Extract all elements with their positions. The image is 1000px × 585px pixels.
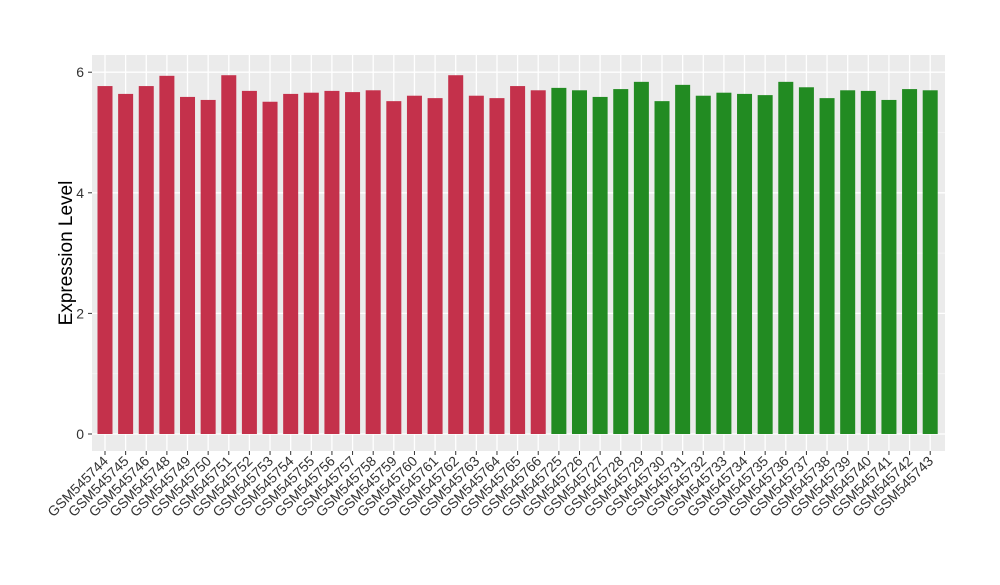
bar-GSM545736	[778, 81, 794, 435]
bar-GSM545739	[840, 90, 856, 434]
bar-GSM545752	[241, 90, 257, 434]
x-axis: GSM545744GSM545745GSM545746GSM545748GSM5…	[44, 451, 936, 520]
bar-GSM545740	[860, 90, 876, 434]
bar-GSM545750	[200, 99, 216, 435]
bar-GSM545757	[345, 92, 361, 434]
bar-GSM545758	[365, 90, 381, 434]
bar-GSM545732	[695, 95, 711, 434]
y-tick-label: 6	[76, 64, 84, 80]
bar-GSM545763	[468, 95, 484, 434]
bar-GSM545728	[613, 89, 629, 435]
bar-GSM545744	[97, 86, 113, 434]
bar-GSM545751	[221, 75, 237, 434]
bar-GSM545734	[737, 93, 753, 435]
bar-GSM545748	[159, 75, 175, 435]
y-tick-label: 4	[76, 185, 84, 201]
bar-GSM545755	[303, 92, 319, 435]
bar-GSM545749	[180, 96, 196, 434]
bar-GSM545743	[922, 90, 938, 434]
bar-GSM545729	[633, 81, 649, 435]
bar-GSM545746	[138, 86, 154, 434]
bar-GSM545731	[675, 84, 691, 434]
bar-GSM545764	[489, 98, 505, 434]
bar-GSM545756	[324, 90, 340, 434]
bar-GSM545745	[118, 93, 134, 435]
bar-GSM545735	[757, 95, 773, 434]
bar-GSM545727	[592, 96, 608, 434]
y-axis: 0 2 4 6	[76, 64, 92, 442]
y-axis-label: Expression Level	[56, 181, 77, 326]
bar-GSM545761	[427, 98, 443, 434]
y-tick-label: 2	[76, 305, 84, 321]
bar-GSM545725	[551, 87, 567, 435]
bar-GSM545754	[283, 93, 299, 435]
bar-GSM545762	[448, 75, 464, 434]
bar-GSM545760	[406, 95, 422, 434]
bars	[97, 75, 938, 435]
bar-GSM545726	[571, 90, 587, 434]
bar-GSM545738	[819, 98, 835, 434]
bar-GSM545765	[510, 86, 526, 434]
bar-GSM545742	[902, 89, 918, 435]
bar-GSM545741	[881, 99, 897, 435]
bar-GSM545733	[716, 92, 732, 435]
bar-GSM545737	[798, 87, 814, 435]
bar-GSM545759	[386, 101, 402, 435]
bar-GSM545766	[530, 90, 546, 434]
bar-GSM545730	[654, 101, 670, 435]
y-tick-label: 0	[76, 426, 84, 442]
bar-GSM545753	[262, 101, 278, 434]
